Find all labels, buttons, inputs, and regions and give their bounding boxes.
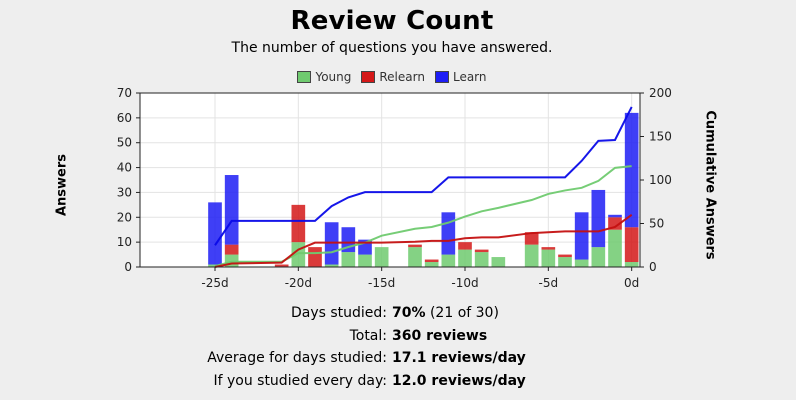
chart-subtitle: The number of questions you have answere… [231,40,553,56]
bar-relearn [274,264,289,267]
y-tick-label-right: 200 [649,86,672,100]
bar-young [374,247,389,267]
stat-label: Days studied: [290,305,387,321]
y-tick-label-left: 20 [117,210,132,224]
bar-young [441,254,456,267]
stat-row-every-day: If you studied every day: 12.0 reviews/d… [0,370,796,393]
y-tick-label-left: 10 [117,235,132,249]
bar-relearn [224,244,239,255]
bar-learn [591,189,606,248]
y-tick-label-left: 50 [117,136,132,150]
bar-learn [608,214,622,218]
bar-young [624,262,639,267]
legend-label-relearn: Relearn [379,70,425,84]
bar-learn [224,175,239,245]
stat-value: 360 reviews [392,327,488,344]
cumulative-line-learn [214,106,633,246]
stat-value: 70% (21 of 30) [392,305,499,321]
cumulative-line-relearn [214,213,633,268]
y-tick-label-right: 50 [649,217,664,231]
bar-young [424,262,439,267]
bar-learn [574,212,589,260]
bar-young [408,247,422,267]
stat-value: 17.1 reviews/day [392,350,526,366]
y-tick-label-right: 0 [649,260,657,274]
x-tick-label: -25d [201,276,228,290]
bar-young [541,249,556,267]
bar-relearn [541,247,556,250]
stat-label: If you studied every day: [213,372,387,389]
bar-young [608,229,622,267]
bar-young [591,247,606,267]
legend-item-learn[interactable]: Learn [434,70,487,84]
stat-label: Average for days studied: [207,350,387,366]
chart-title: Review Count [290,6,494,36]
y-tick-label-right: 150 [649,130,672,144]
bar-relearn [308,247,322,267]
y-axis-label-right: Cumulative Answers [702,110,718,260]
bar-young [341,252,356,267]
bar-relearn [408,244,422,248]
bar-young [574,259,589,267]
bar-relearn [608,217,622,230]
stat-row-days-studied: Days studied: 70% (21 of 30) [0,302,796,325]
stat-label: Total: [349,327,387,344]
bar-relearn [624,227,639,263]
stat-value: 12.0 reviews/day [392,372,526,389]
y-tick-label-left: 0 [124,260,132,274]
x-tick-label: -15d [368,276,395,290]
y-tick-label-left: 70 [117,86,132,100]
bar-relearn [424,259,439,263]
y-tick-label-right: 100 [649,173,672,187]
bar-relearn [458,242,472,250]
bar-learn [208,202,222,265]
x-tick-label: -10d [451,276,478,290]
bar-relearn [558,254,572,258]
x-tick-label: -5d [539,276,559,290]
x-tick-label: 0d [624,276,639,290]
bar-relearn [474,249,489,253]
bar-learn [441,212,456,255]
legend-label-young: Young [315,70,352,84]
bar-young [474,252,489,267]
plot-area [140,93,640,267]
legend: Young Relearn Learn [0,70,784,84]
y-tick-label-left: 30 [117,185,132,199]
review-count-chart: 0 10 20 30 40 50 60 70 0 50 100 150 200 -25d -20d -15d -… [117,86,672,290]
y-tick-label-left: 40 [117,161,132,175]
bar-young [458,249,472,267]
y-axis-label-left: Answers [54,153,70,217]
legend-label-learn: Learn [452,70,487,84]
y-tick-label-left: 60 [117,111,132,125]
legend-swatch-relearn [361,71,376,83]
bar-young [558,257,572,267]
bar-young [491,257,506,267]
stat-row-average: Average for days studied: 17.1 reviews/d… [0,347,796,370]
legend-item-young[interactable]: Young [297,70,351,84]
bar-relearn [524,232,539,245]
legend-swatch-young [297,71,312,83]
stats-panel: Days studied: 70% (21 of 30) Total: 360 … [0,302,796,392]
legend-item-relearn[interactable]: Relearn [361,70,425,84]
bar-learn [624,112,639,228]
bar-young [358,254,372,267]
bar-relearn [291,204,306,243]
bar-young [324,264,339,267]
legend-swatch-learn [434,71,449,83]
bar-young [524,244,539,267]
x-tick-label: -20d [285,276,312,290]
cumulative-line-young [214,165,632,268]
stat-row-total: Total: 360 reviews [0,325,796,348]
